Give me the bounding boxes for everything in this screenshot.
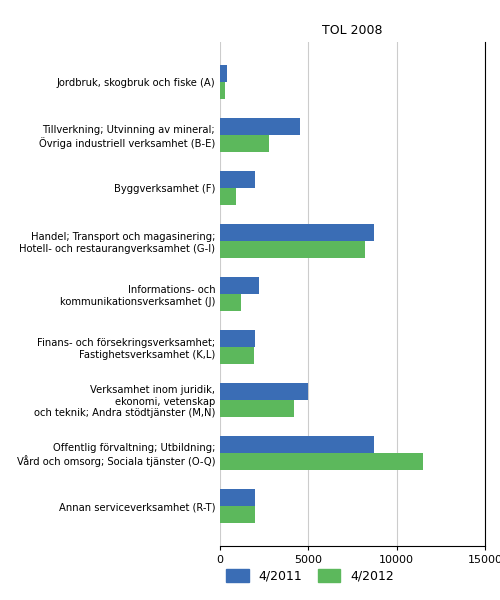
Bar (220, 383, 308, 400)
Bar (220, 436, 374, 453)
Bar (220, 241, 365, 258)
Bar (220, 347, 254, 364)
Bar (220, 330, 256, 347)
Bar (220, 489, 256, 506)
Bar (220, 65, 227, 82)
Legend: 4/2011, 4/2012: 4/2011, 4/2012 (221, 564, 399, 588)
Bar (220, 118, 300, 135)
Title: TOL 2008: TOL 2008 (322, 23, 383, 37)
Bar (220, 171, 256, 188)
Bar (220, 82, 226, 99)
Bar (220, 453, 423, 470)
Bar (220, 277, 259, 294)
Bar (220, 400, 294, 417)
Bar (220, 224, 374, 241)
Bar (220, 506, 256, 523)
Bar (220, 294, 241, 311)
Bar (220, 188, 236, 205)
Bar (220, 135, 270, 152)
